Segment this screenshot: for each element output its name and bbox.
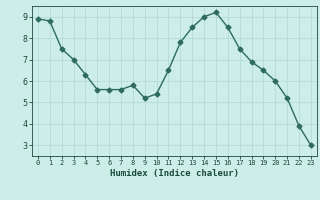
X-axis label: Humidex (Indice chaleur): Humidex (Indice chaleur) bbox=[110, 169, 239, 178]
